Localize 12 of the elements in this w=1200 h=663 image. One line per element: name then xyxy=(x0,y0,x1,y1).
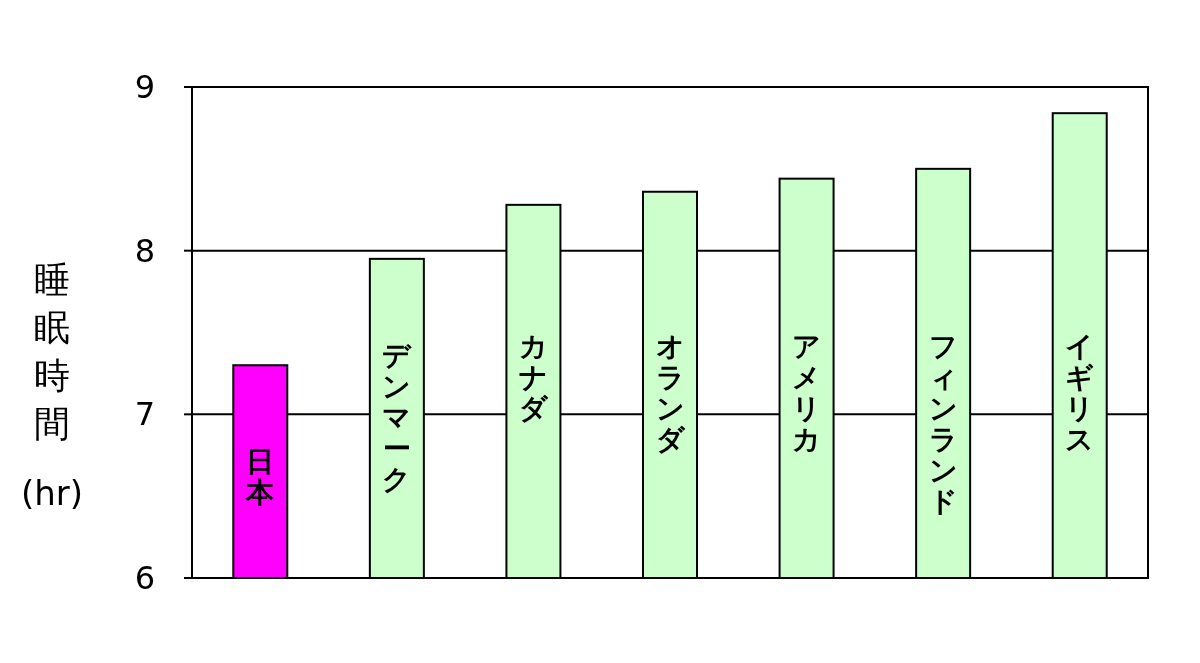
y-tick-label: 9 xyxy=(134,68,156,106)
y-tick-label: 6 xyxy=(134,559,156,597)
y-tick-label: 7 xyxy=(134,395,156,434)
x-tick-label: デンマーク xyxy=(382,338,413,496)
x-tick-label: フィンランド xyxy=(928,330,958,518)
x-tick-label: カナダ xyxy=(518,330,549,425)
y-tick-label: 8 xyxy=(134,231,156,270)
x-tick-label: イギリス xyxy=(1065,330,1095,456)
x-tick-label: オランダ xyxy=(655,330,686,456)
x-tick-label: アメリカ xyxy=(792,330,822,456)
x-tick-label: 日本 xyxy=(245,445,276,510)
y-axis-title: 睡眠時間(hr) xyxy=(20,259,84,513)
